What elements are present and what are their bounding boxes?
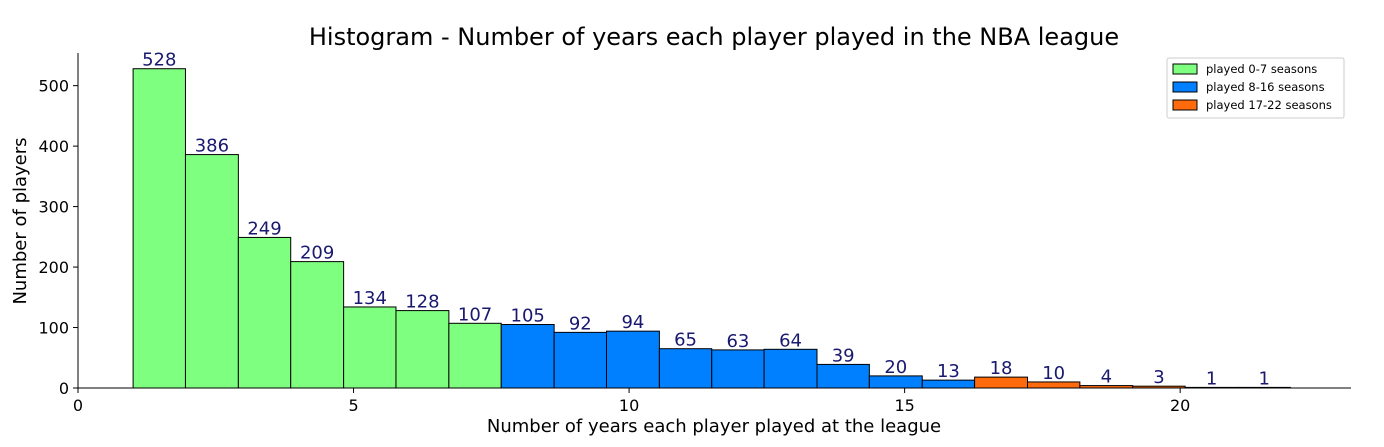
y-axis-label: Number of players bbox=[10, 137, 31, 304]
bar-value-label: 3 bbox=[1153, 367, 1164, 388]
x-tick-label: 15 bbox=[894, 396, 914, 415]
histogram-bar bbox=[711, 349, 765, 389]
bar-value-label: 63 bbox=[726, 331, 749, 352]
legend-swatch-8-16 bbox=[1172, 81, 1198, 93]
legend-label-8-16: played 8-16 seasons bbox=[1206, 80, 1325, 94]
bar-value-label: 13 bbox=[937, 361, 960, 382]
bar-value-label: 65 bbox=[674, 330, 697, 351]
bar-value-label: 107 bbox=[458, 304, 492, 325]
bar-value-label: 128 bbox=[405, 292, 439, 313]
y-tick-label: 200 bbox=[38, 258, 69, 277]
histogram-bar bbox=[132, 68, 186, 389]
y-ticks-group: 0 100 200 300 400 500 bbox=[38, 77, 78, 398]
histogram-bar bbox=[553, 331, 607, 389]
histogram-bar bbox=[448, 322, 502, 389]
bar-value-label: 10 bbox=[1042, 363, 1065, 384]
histogram-bar bbox=[343, 306, 397, 389]
histogram-bar bbox=[816, 363, 870, 389]
x-ticks-group: 0 5 10 15 20 bbox=[73, 388, 1190, 415]
histogram-bar bbox=[605, 330, 660, 389]
bar-value-label: 94 bbox=[621, 312, 644, 333]
bar-value-label: 209 bbox=[300, 243, 334, 264]
bar-value-label: 134 bbox=[353, 288, 387, 309]
legend: played 0-7 seasons played 8-16 seasons p… bbox=[1166, 57, 1345, 119]
histogram-bar bbox=[658, 348, 713, 389]
legend-label-17-22: played 17-22 seasons bbox=[1206, 98, 1332, 112]
bars-group bbox=[132, 68, 1291, 389]
bar-value-label: 64 bbox=[779, 330, 802, 351]
bar-value-label: 18 bbox=[990, 358, 1013, 379]
histogram-bar bbox=[763, 348, 818, 389]
histogram-bar bbox=[290, 261, 345, 389]
x-tick-label: 0 bbox=[73, 396, 83, 415]
x-axis-label: Number of years each player played at th… bbox=[487, 416, 941, 437]
bar-value-label: 92 bbox=[569, 313, 592, 334]
x-tick-label: 10 bbox=[619, 396, 639, 415]
y-tick-label: 500 bbox=[38, 77, 69, 96]
bar-value-label: 528 bbox=[142, 50, 176, 71]
bar-value-label: 386 bbox=[195, 136, 229, 157]
bar-value-label: 249 bbox=[247, 218, 281, 239]
histogram-bar bbox=[184, 154, 239, 389]
bar-value-label: 39 bbox=[832, 345, 855, 366]
bar-value-label: 20 bbox=[884, 357, 907, 378]
histogram-bar bbox=[395, 310, 450, 389]
legend-frame bbox=[1166, 57, 1345, 119]
y-tick-label: 300 bbox=[38, 198, 69, 217]
x-tick-label: 20 bbox=[1170, 396, 1190, 415]
legend-swatch-17-22 bbox=[1172, 99, 1198, 111]
bar-value-label: 1 bbox=[1206, 368, 1217, 389]
histogram-bar bbox=[500, 324, 555, 389]
legend-swatch-0-7 bbox=[1172, 63, 1198, 75]
chart-title: Histogram - Number of years each player … bbox=[309, 23, 1119, 51]
histogram-bar bbox=[237, 236, 292, 389]
legend-label-0-7: played 0-7 seasons bbox=[1206, 62, 1317, 76]
bar-value-label: 105 bbox=[511, 306, 545, 327]
x-tick-label: 5 bbox=[348, 396, 358, 415]
y-tick-label: 400 bbox=[38, 137, 69, 156]
y-tick-label: 100 bbox=[38, 319, 69, 338]
y-tick-label: 0 bbox=[59, 379, 69, 398]
bar-value-label: 4 bbox=[1101, 367, 1112, 388]
bar-value-label: 1 bbox=[1258, 368, 1269, 389]
